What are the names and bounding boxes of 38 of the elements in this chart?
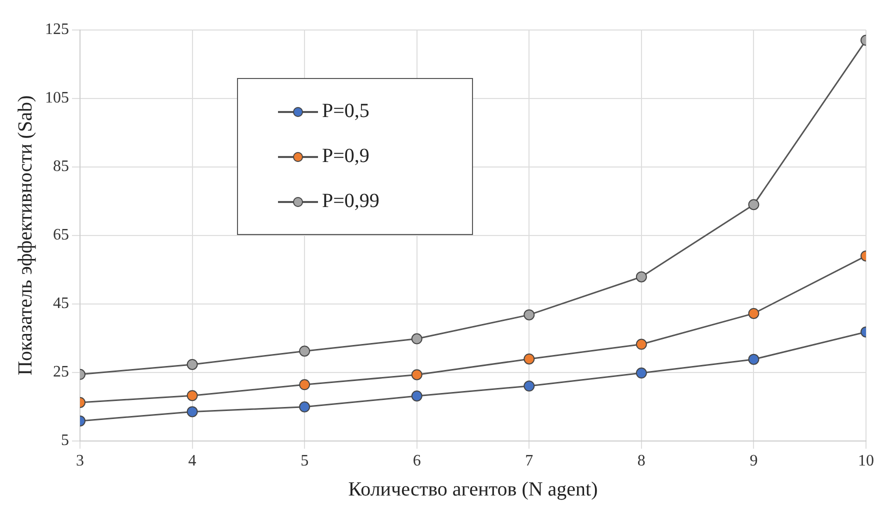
x-tick-label: 4 — [188, 452, 196, 470]
y-tick-label: 25 — [53, 364, 69, 381]
point — [636, 271, 647, 282]
y-axis-title: Показатель эффективности (Sab) — [14, 95, 36, 376]
legend-label: P=0,99 — [322, 190, 380, 213]
point — [748, 199, 760, 210]
x-tick-label: 5 — [300, 452, 309, 470]
legend-label: P=0,9 — [322, 145, 370, 168]
y-tick-label: 85 — [53, 158, 69, 176]
point — [299, 379, 310, 390]
x-tick-label: 3 — [76, 452, 84, 470]
point — [524, 380, 535, 392]
point — [299, 346, 310, 357]
point — [636, 338, 647, 350]
y-tick-label: 105 — [45, 90, 69, 107]
point — [411, 390, 422, 402]
point — [748, 354, 760, 365]
point — [636, 368, 647, 379]
y-tick-label: 125 — [45, 21, 69, 38]
point — [186, 406, 198, 418]
point — [411, 333, 422, 344]
x-tick-label: 6 — [412, 452, 421, 470]
legend-label: P=0,5 — [322, 100, 370, 123]
x-tick-label: 9 — [750, 452, 758, 470]
point — [186, 358, 198, 370]
x-tick-label: 7 — [525, 452, 534, 470]
point — [524, 353, 535, 364]
point — [411, 369, 422, 380]
point — [186, 390, 198, 402]
y-tick-label: 5 — [61, 432, 69, 450]
point — [524, 309, 535, 320]
y-tick-label: 45 — [53, 295, 69, 312]
x-tick-label: 10 — [858, 452, 874, 470]
y-tick-label: 65 — [53, 226, 69, 244]
x-tick-label: 8 — [637, 452, 646, 470]
point — [748, 308, 760, 319]
point — [299, 401, 310, 412]
x-axis-title: Количество агентов (N agent) — [348, 478, 598, 500]
